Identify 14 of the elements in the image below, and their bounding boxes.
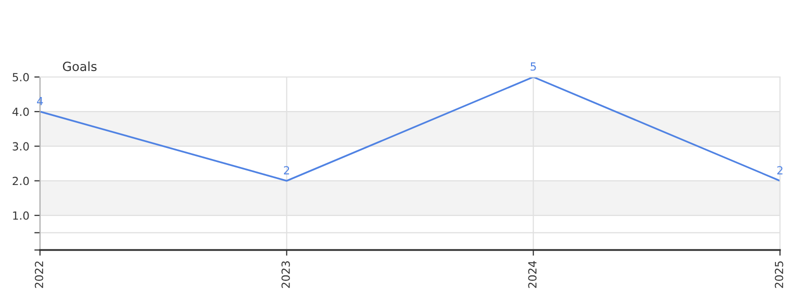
data-label: 4	[37, 97, 43, 106]
y-tick-label: 2.0	[12, 176, 29, 186]
data-label: 2	[777, 166, 782, 174]
y-tick-label: 5.0	[12, 72, 29, 82]
x-tick-label: 2024	[528, 261, 537, 288]
y-axis-title: Goals	[62, 61, 97, 72]
data-label: 2	[284, 166, 290, 174]
y-tick-label: 1.0	[13, 211, 29, 220]
x-tick-label: 2023	[281, 261, 290, 288]
data-label: 5	[530, 62, 536, 71]
x-tick-label: 2022	[34, 262, 44, 288]
x-tick-label: 2025	[774, 261, 784, 288]
y-tick-label: 4.0	[12, 108, 29, 116]
y-tick-label: 3.0	[12, 142, 29, 151]
